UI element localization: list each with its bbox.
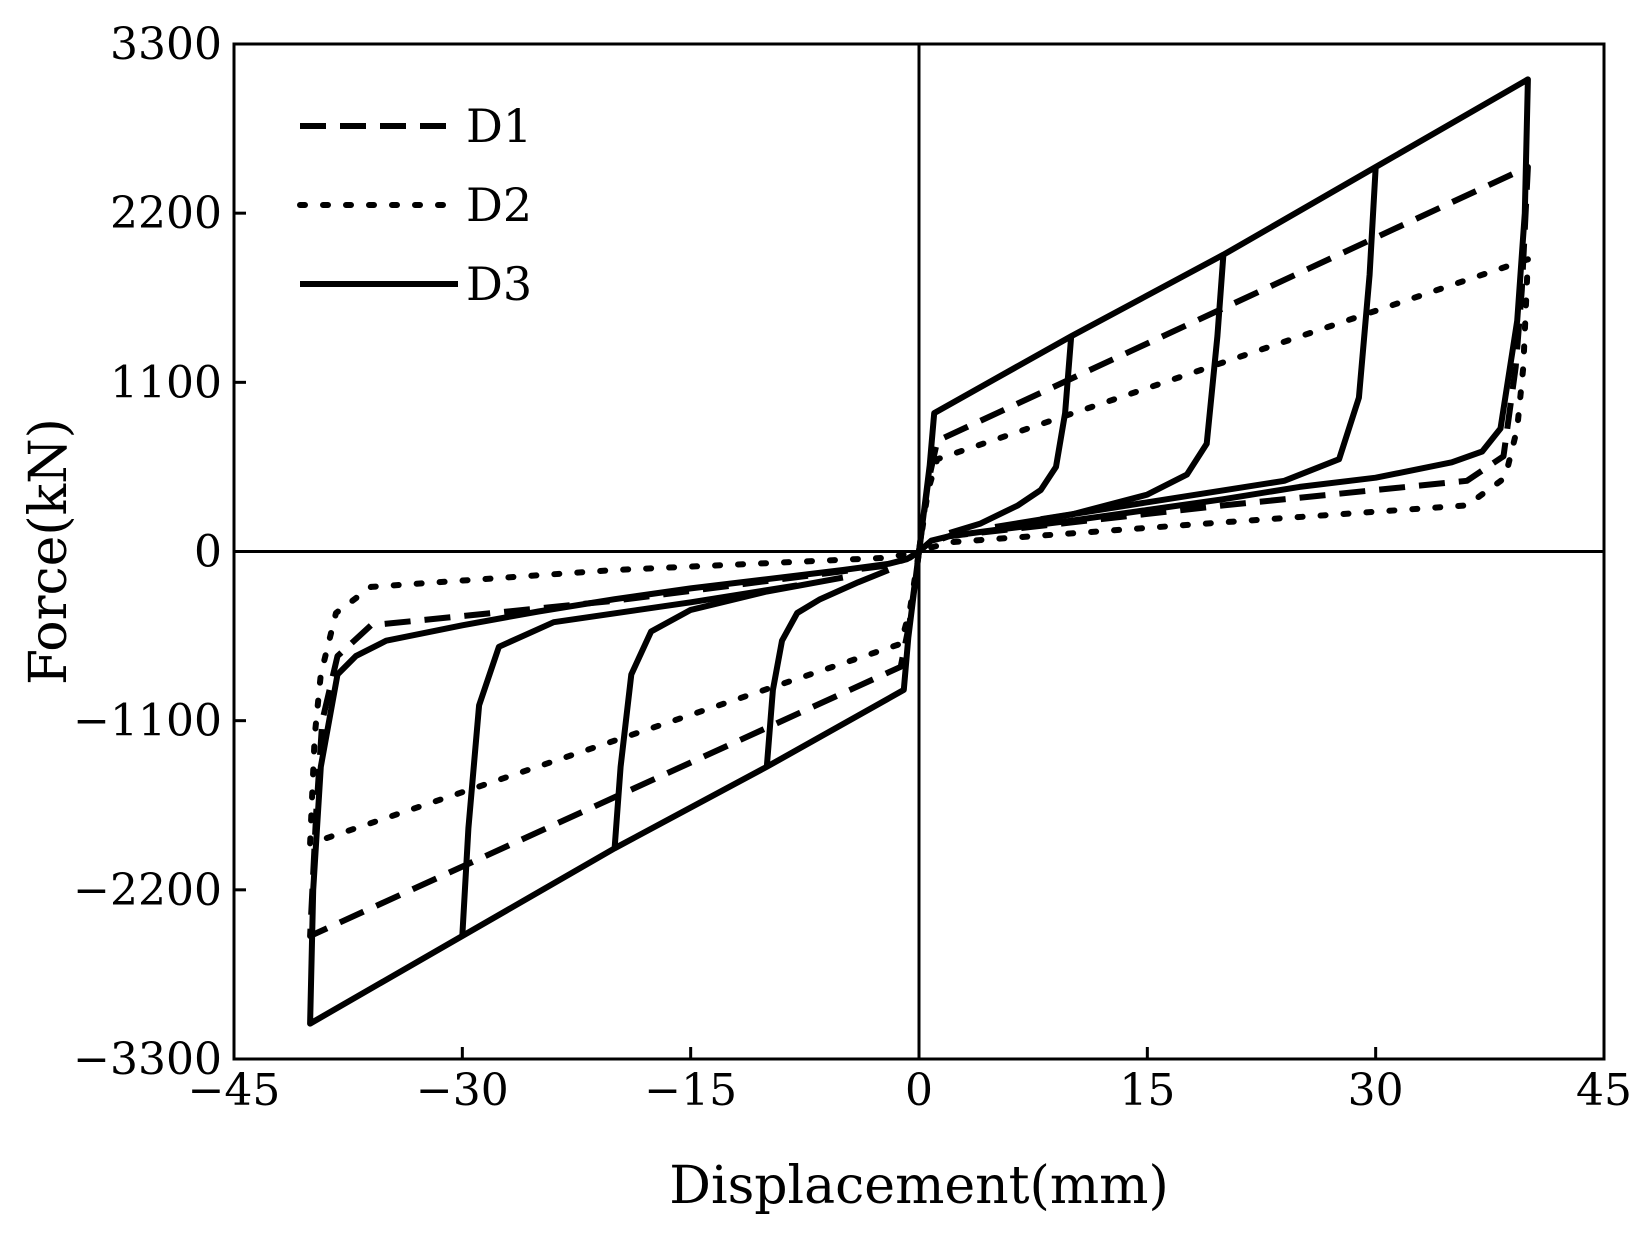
legend-label-d3: D3 [466, 257, 532, 311]
series-layer [307, 76, 1531, 1027]
y-tick-label: −3300 [73, 1034, 222, 1085]
x-tick-label: −30 [416, 1065, 509, 1116]
axis-ticks: −45 −30 −15 0 15 30 45 3300 2200 1100 0 −1100 −2200 −… [73, 19, 1632, 1116]
x-axis-title: Displacement(mm) [669, 1156, 1168, 1216]
x-tick-label: 45 [1576, 1065, 1632, 1116]
series-d3 [307, 76, 1531, 1027]
y-tick-label: 2200 [110, 188, 222, 239]
series-line-d3 [307, 76, 1531, 1027]
inner-loop-d3 [459, 582, 798, 937]
x-tick-label: 30 [1348, 1065, 1404, 1116]
inner-loop-d3 [994, 254, 1227, 530]
y-tick-label: 1100 [110, 357, 222, 408]
y-tick-label: −1100 [73, 696, 222, 747]
inner-loop-d3 [611, 574, 844, 849]
legend-label-d1: D1 [466, 99, 532, 153]
legend-label-d2: D2 [466, 178, 532, 232]
legend: D1 D2 D3 [297, 99, 532, 311]
x-tick-label: 0 [905, 1065, 933, 1116]
y-axis-title: Force(kN) [19, 418, 79, 685]
y-tick-label: 3300 [110, 19, 222, 70]
y-tick-label: −2200 [73, 865, 222, 916]
x-tick-label: −15 [644, 1065, 737, 1116]
y-tick-label: 0 [194, 527, 222, 578]
inner-loop-d3 [1040, 166, 1379, 523]
x-tick-label: −45 [188, 1065, 281, 1116]
x-tick-label: 15 [1119, 1065, 1175, 1116]
inner-loop-d3 [763, 567, 890, 768]
inner-loop-d3 [948, 335, 1075, 536]
